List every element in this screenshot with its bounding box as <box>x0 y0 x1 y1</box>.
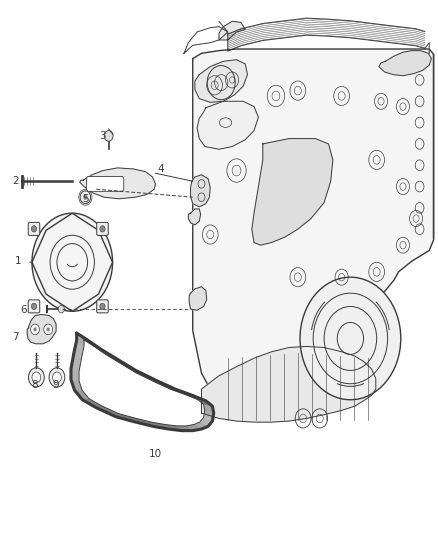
Circle shape <box>31 324 39 335</box>
FancyBboxPatch shape <box>28 300 40 313</box>
FancyBboxPatch shape <box>86 176 124 191</box>
Text: 8: 8 <box>32 380 39 390</box>
Polygon shape <box>27 314 56 344</box>
Circle shape <box>44 324 53 335</box>
Text: 9: 9 <box>53 380 60 390</box>
Circle shape <box>100 303 105 310</box>
Text: 1: 1 <box>15 256 22 266</box>
Circle shape <box>33 327 37 332</box>
Circle shape <box>28 368 44 387</box>
Polygon shape <box>188 209 201 225</box>
Polygon shape <box>189 287 207 310</box>
Text: 6: 6 <box>21 305 27 315</box>
Circle shape <box>104 131 113 141</box>
Text: 5: 5 <box>82 195 89 204</box>
Text: 4: 4 <box>158 164 164 174</box>
Circle shape <box>300 277 401 400</box>
Circle shape <box>53 372 61 383</box>
Polygon shape <box>193 49 434 421</box>
FancyBboxPatch shape <box>97 222 108 236</box>
FancyBboxPatch shape <box>97 300 108 313</box>
FancyBboxPatch shape <box>28 222 40 236</box>
Text: 7: 7 <box>12 332 18 342</box>
Circle shape <box>46 327 50 332</box>
Polygon shape <box>379 51 431 76</box>
Polygon shape <box>195 60 247 102</box>
Polygon shape <box>197 101 258 149</box>
Circle shape <box>100 225 105 232</box>
Circle shape <box>80 191 91 204</box>
Polygon shape <box>201 346 376 422</box>
Circle shape <box>32 303 37 310</box>
Text: 3: 3 <box>99 131 106 141</box>
Polygon shape <box>191 175 210 207</box>
Text: 10: 10 <box>149 449 162 459</box>
Circle shape <box>83 195 88 200</box>
Polygon shape <box>219 21 245 40</box>
Circle shape <box>32 372 41 383</box>
Polygon shape <box>252 139 333 245</box>
Circle shape <box>32 213 113 311</box>
Text: 2: 2 <box>12 176 18 186</box>
Circle shape <box>32 225 37 232</box>
Circle shape <box>58 305 64 313</box>
Circle shape <box>49 368 65 387</box>
Polygon shape <box>80 168 155 199</box>
